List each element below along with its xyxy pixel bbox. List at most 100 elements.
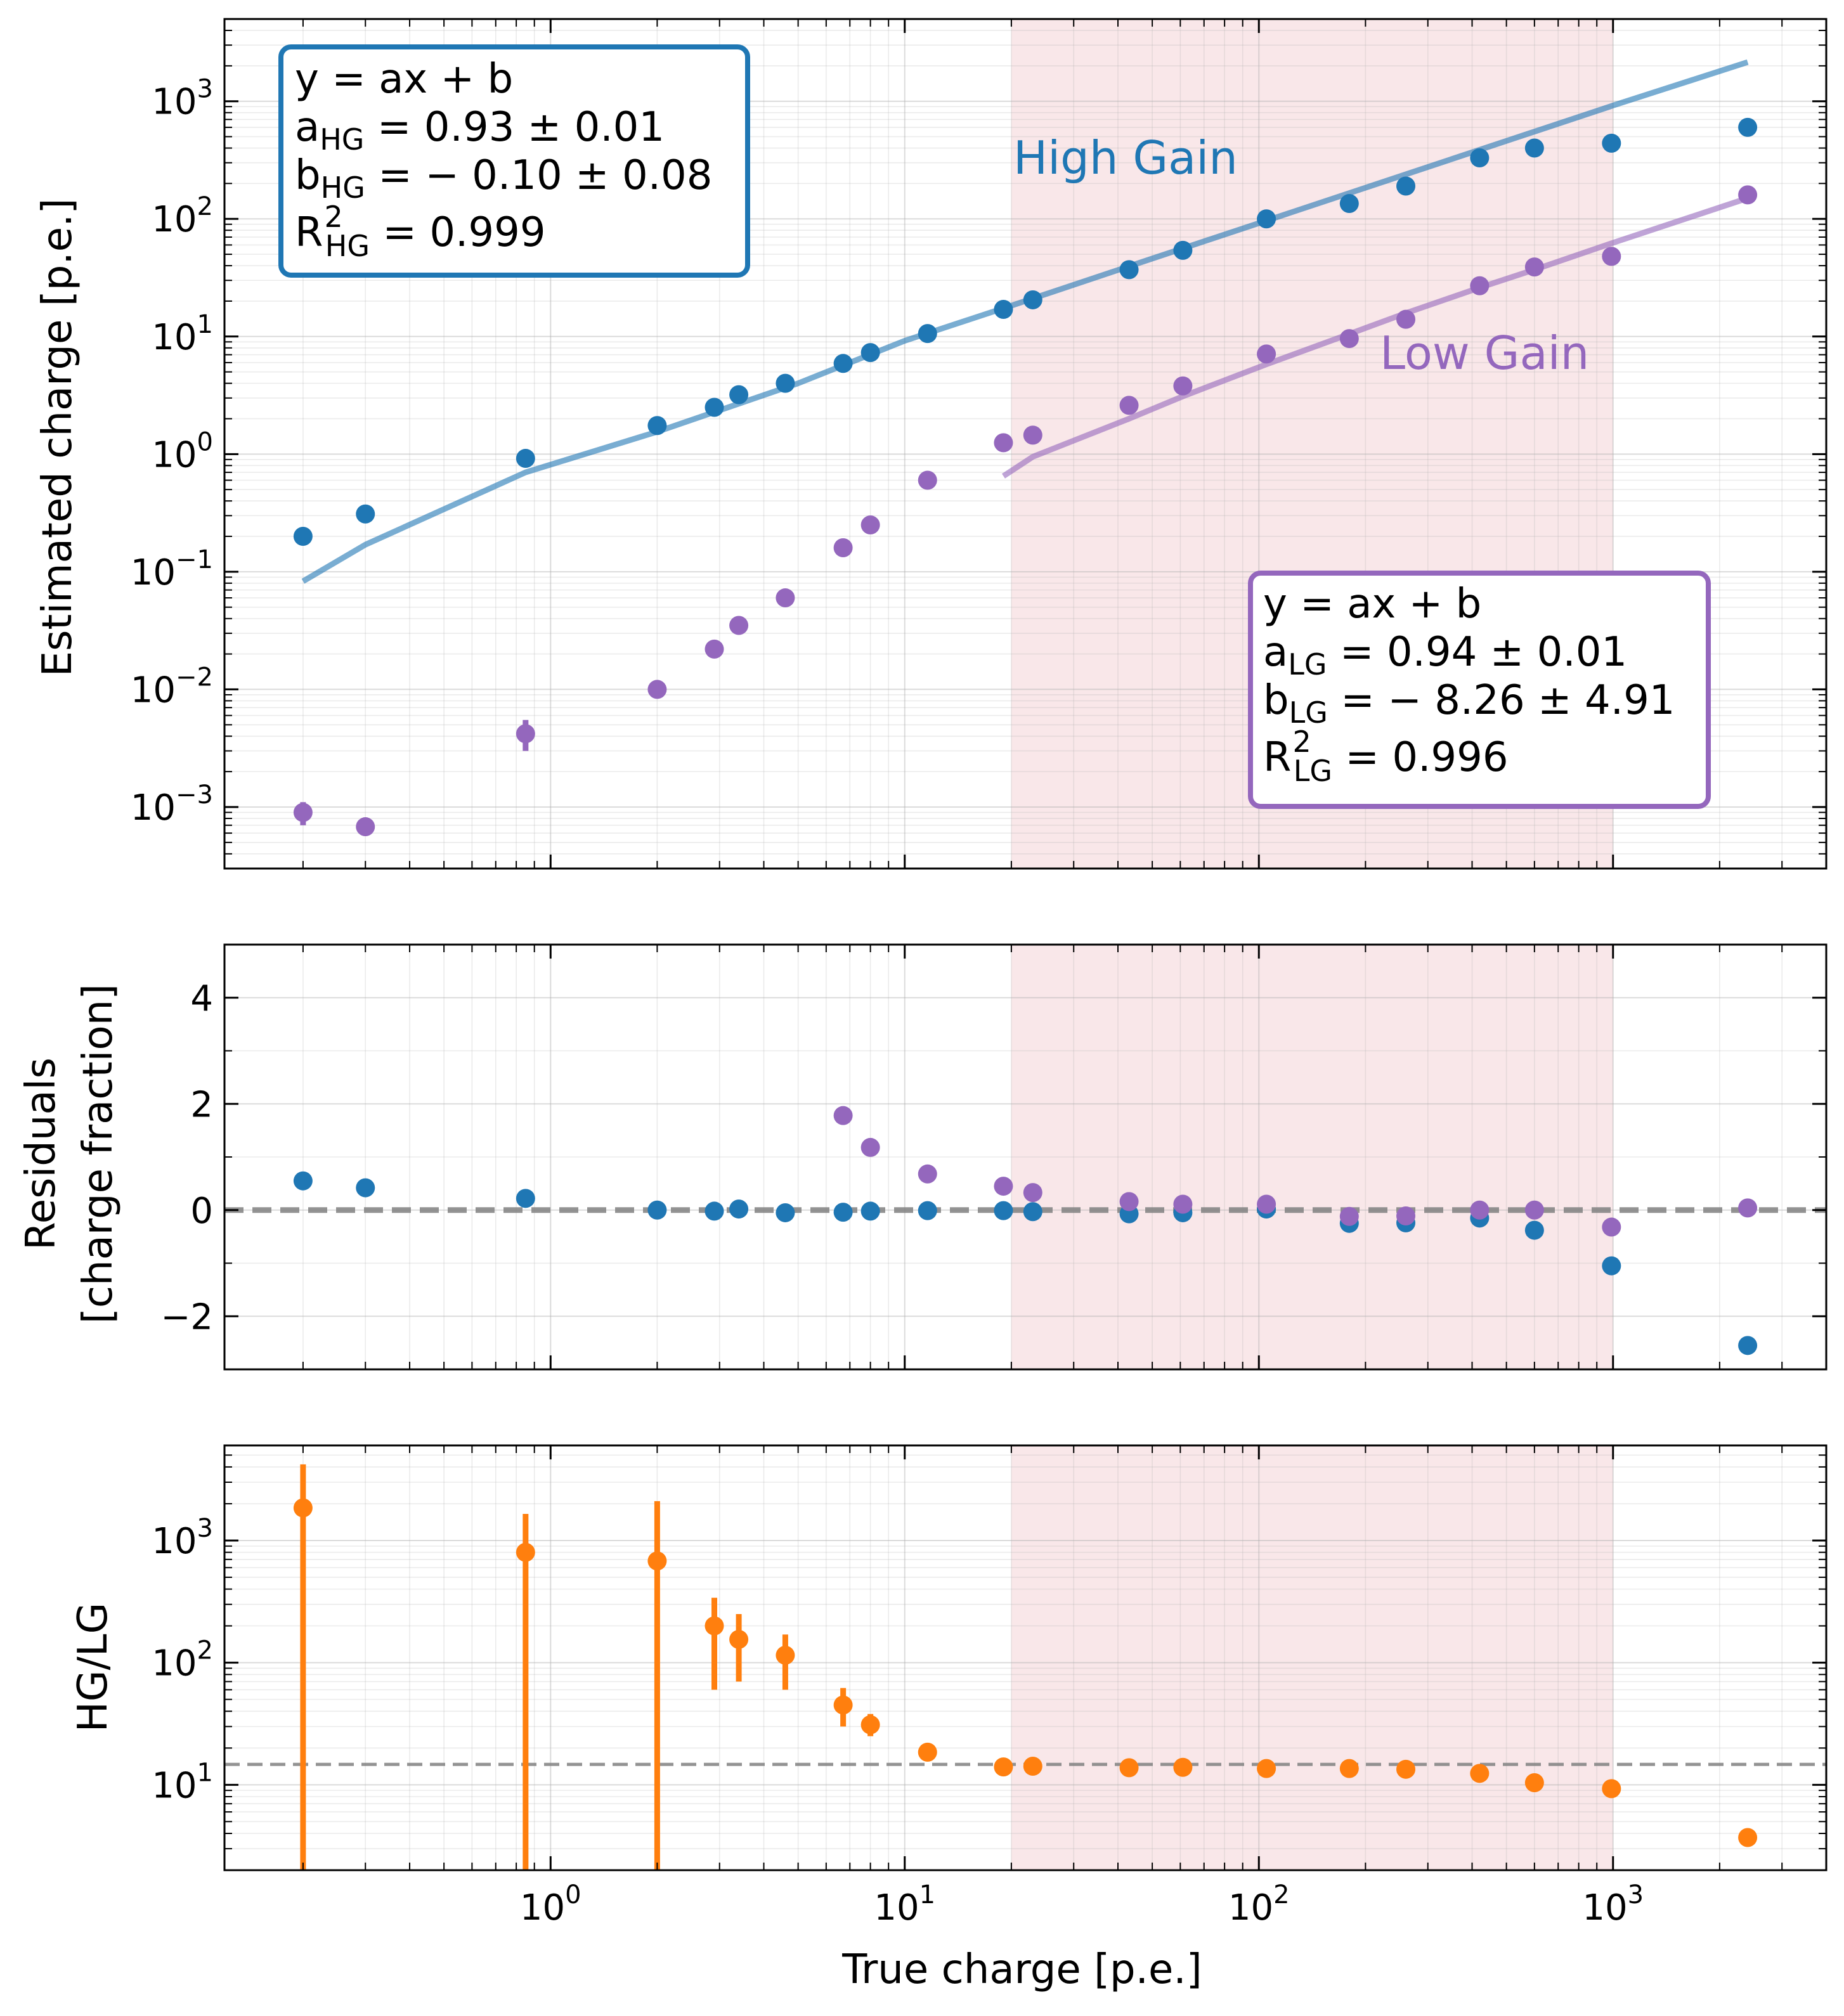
hg-data-point bbox=[293, 527, 313, 546]
y-tick-label: −2 bbox=[160, 1296, 213, 1338]
lg-data-point bbox=[647, 680, 667, 699]
hg-data-point bbox=[994, 1201, 1013, 1220]
ratio-data-point bbox=[918, 1742, 937, 1762]
ratio-data-point bbox=[1023, 1756, 1042, 1776]
lg-data-point bbox=[1257, 1194, 1276, 1214]
lg-fit-r-squared: R2 LG = 0.996 bbox=[1263, 725, 1509, 788]
y-tick-label: 102 bbox=[152, 192, 213, 240]
x-tick-label: 103 bbox=[1582, 1880, 1644, 1929]
ratio-data-point bbox=[729, 1629, 749, 1649]
hg-data-point bbox=[704, 397, 724, 417]
hg-data-point bbox=[293, 1171, 313, 1191]
hg-data-point bbox=[1738, 1336, 1758, 1355]
x-tick-label: 102 bbox=[1228, 1880, 1290, 1929]
hg-data-point bbox=[1470, 148, 1490, 168]
hg-data-point bbox=[776, 1203, 795, 1222]
y-tick-label: 102 bbox=[152, 1636, 213, 1684]
lg-fit-equation: y = ax + b bbox=[1263, 581, 1481, 628]
lg-data-point bbox=[1738, 185, 1758, 205]
ratio-data-point bbox=[1257, 1759, 1276, 1778]
lg-data-point bbox=[860, 515, 880, 535]
hg-data-point bbox=[918, 1201, 937, 1220]
ratio-data-point bbox=[704, 1616, 724, 1636]
ratio-data-point bbox=[647, 1551, 667, 1571]
hg-data-point bbox=[1602, 1256, 1621, 1276]
shaded-region bbox=[1011, 945, 1613, 1369]
ratio-data-point bbox=[860, 1715, 880, 1735]
ratio-data-point bbox=[1602, 1779, 1621, 1799]
hg-fit-legend-box: y = ax + b aHG = 0.93 ± 0.01 bHG = − 0.1… bbox=[278, 44, 750, 278]
ratio-data-point bbox=[1339, 1759, 1359, 1778]
lg-data-point bbox=[1023, 425, 1042, 445]
x-tick-label: 101 bbox=[874, 1880, 935, 1929]
hg-data-point bbox=[647, 1200, 667, 1220]
ratio-data-point bbox=[1524, 1773, 1544, 1793]
ratio-data-point bbox=[776, 1645, 795, 1665]
hg-data-point bbox=[1023, 290, 1042, 309]
hg-fit-intercept: bHG = − 0.10 ± 0.08 bbox=[295, 152, 712, 205]
lg-data-point bbox=[1738, 1198, 1758, 1218]
lg-fit-legend-box: y = ax + b aLG = 0.94 ± 0.01 bLG = − 8.2… bbox=[1248, 571, 1711, 809]
hg-data-point bbox=[1339, 194, 1359, 214]
ratio-data-point bbox=[1173, 1757, 1193, 1777]
axes-frame bbox=[223, 1444, 1828, 1871]
hg-data-point bbox=[1257, 209, 1276, 229]
hg-data-point bbox=[704, 1201, 724, 1221]
lg-data-point bbox=[1396, 309, 1416, 329]
ratio-data-point bbox=[1470, 1764, 1490, 1783]
lg-data-point bbox=[1602, 1217, 1621, 1237]
x-axis-label: True charge [p.e.] bbox=[841, 1946, 1202, 1993]
y-tick-label: 10−3 bbox=[131, 780, 213, 829]
middle-y-axis-label-line2: [charge fraction] bbox=[75, 984, 122, 1324]
hg-data-point bbox=[516, 1189, 535, 1208]
lg-data-point bbox=[1470, 1200, 1490, 1220]
lg-data-point bbox=[1119, 396, 1139, 415]
hg-data-point bbox=[356, 504, 375, 524]
y-tick-label: 100 bbox=[152, 427, 213, 475]
hg-data-point bbox=[1602, 133, 1621, 153]
bottom-panel-hg-lg-ratio: 101 102 103 100 101 102 103 bbox=[152, 1444, 1828, 1929]
x-tick-label: 100 bbox=[520, 1880, 581, 1929]
ratio-data-point bbox=[1396, 1759, 1416, 1779]
lg-data-point bbox=[1339, 1206, 1359, 1226]
ratio-data-point bbox=[833, 1695, 853, 1715]
lg-data-point bbox=[833, 538, 853, 558]
y-tick-label: 103 bbox=[152, 1514, 213, 1562]
lg-data-point bbox=[833, 1106, 853, 1125]
hg-data-point bbox=[860, 1201, 880, 1221]
low-gain-series-label: Low Gain bbox=[1380, 326, 1589, 380]
lg-fit-slope: aLG = 0.94 ± 0.01 bbox=[1263, 629, 1627, 682]
lg-data-point bbox=[1396, 1206, 1416, 1225]
lg-data-point bbox=[918, 1164, 937, 1184]
y-tick-label: 103 bbox=[152, 75, 213, 123]
top-y-axis-label: Estimated charge [p.e.] bbox=[34, 198, 81, 677]
hg-data-point bbox=[1023, 1202, 1042, 1222]
hg-fit-slope: aHG = 0.93 ± 0.01 bbox=[295, 104, 665, 157]
ratio-data-point bbox=[516, 1542, 535, 1562]
lg-data-point bbox=[918, 470, 937, 490]
lg-data-point bbox=[729, 616, 749, 635]
axes-frame bbox=[223, 18, 1828, 870]
hg-data-point bbox=[1524, 138, 1544, 158]
y-tick-label: 0 bbox=[190, 1191, 213, 1232]
hg-data-point bbox=[1396, 176, 1416, 196]
hg-data-point bbox=[776, 373, 795, 393]
lg-data-point bbox=[516, 724, 535, 744]
lg-data-point bbox=[1602, 247, 1621, 266]
ratio-data-point bbox=[994, 1757, 1013, 1777]
lg-data-point bbox=[1173, 376, 1193, 396]
lg-data-point bbox=[1339, 329, 1359, 349]
hg-data-point bbox=[860, 343, 880, 363]
hg-data-point bbox=[729, 1199, 749, 1219]
hg-data-point bbox=[994, 300, 1013, 320]
bottom-y-axis-label: HG/LG bbox=[70, 1603, 117, 1733]
lg-data-point bbox=[293, 803, 313, 822]
hg-data-point bbox=[647, 416, 667, 436]
y-tick-label: 101 bbox=[152, 310, 213, 358]
middle-panel-residuals: −2 0 2 4 bbox=[160, 943, 1828, 1371]
hg-data-point bbox=[356, 1178, 375, 1198]
y-tick-label: 2 bbox=[190, 1084, 213, 1125]
lg-fit-intercept: bLG = − 8.26 ± 4.91 bbox=[1263, 677, 1675, 730]
shaded-region bbox=[1011, 1445, 1613, 1870]
